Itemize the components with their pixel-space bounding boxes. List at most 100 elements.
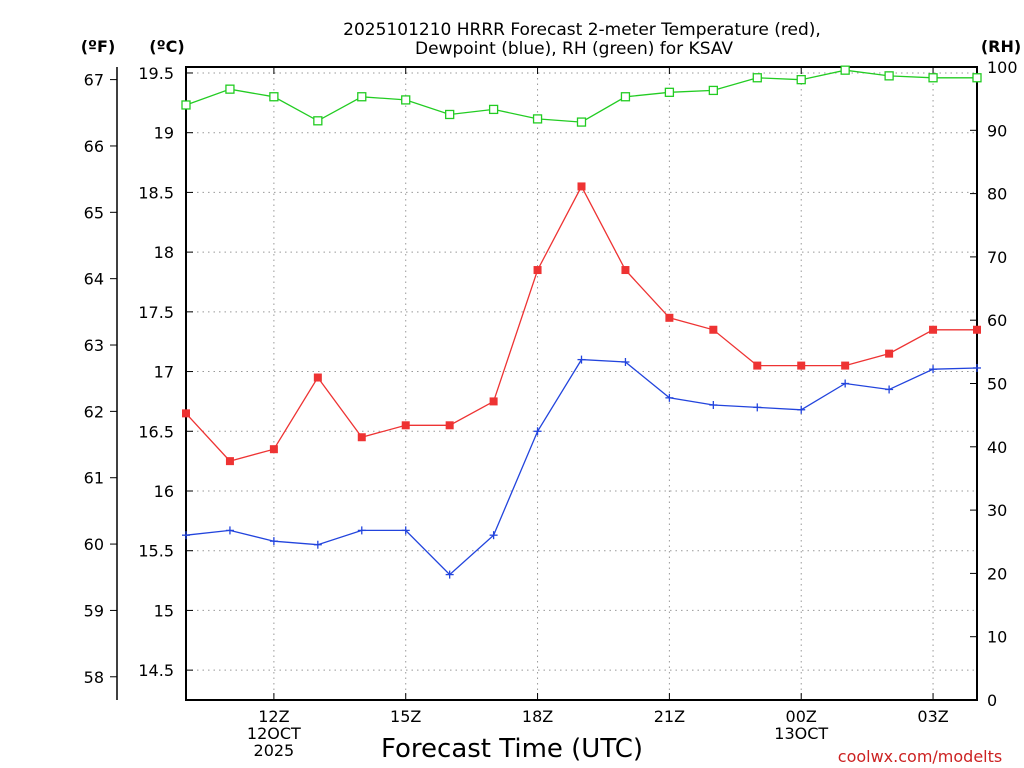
celsius-tick-label: 17 [154, 363, 174, 382]
fahrenheit-tick-label: 67 [84, 71, 104, 90]
chart-title-line2: Dewpoint (blue), RH (green) for KSAV [415, 39, 733, 59]
temperature-point [929, 325, 938, 334]
celsius-tick-label: 16.5 [138, 422, 174, 441]
rh-point [972, 73, 982, 83]
rh-point [401, 95, 411, 105]
temperature-point [665, 313, 674, 322]
fahrenheit-tick-label: 59 [84, 601, 104, 620]
rh-point [752, 73, 762, 83]
celsius-tick-label: 16 [154, 482, 174, 501]
fahrenheit-tick-label: 65 [84, 203, 104, 222]
fahrenheit-tick-label: 64 [84, 270, 104, 289]
rh-point [576, 117, 587, 127]
dewpoint-point [797, 405, 806, 414]
fahrenheit-tick-label: 60 [84, 535, 104, 554]
dewpoint-point [929, 365, 938, 374]
celsius-tick-label: 15.5 [138, 542, 174, 561]
rh-tick-label: 10 [987, 628, 1007, 647]
temperature-point [973, 325, 981, 334]
rh-tick-label: 60 [987, 311, 1007, 330]
temperature-point [709, 325, 718, 334]
fahrenheit-tick-label: 63 [84, 336, 104, 355]
x-tick-label: 12OCT [247, 724, 301, 743]
rh-point [664, 87, 675, 97]
temperature-point [797, 361, 806, 370]
dewpoint-point [182, 531, 190, 540]
temperature-point [313, 373, 322, 382]
dewpoint-point [973, 363, 981, 372]
temperature-point [489, 397, 498, 406]
dewpoint-point [313, 540, 322, 549]
rh-tick-label: 50 [987, 375, 1007, 394]
x-tick-label: 00Z [786, 707, 817, 726]
temperature-point [357, 433, 366, 442]
temperature-point [841, 361, 850, 370]
rh-point [357, 92, 367, 102]
dewpoint-point [401, 526, 410, 535]
dewpoint-point [533, 427, 542, 436]
fahrenheit-tick-label: 62 [84, 402, 104, 421]
temperature-point [182, 409, 190, 418]
dewpoint-point [665, 393, 674, 402]
fahrenheit-tick-label: 61 [84, 469, 104, 488]
temperature-point [269, 445, 278, 454]
series-rh [181, 65, 982, 127]
dewpoint-point [753, 403, 762, 412]
chart-axes: 14.5 15 15.5 16 16.5 17 17.5 18 18.5 19 19.5 58 59 60… [84, 58, 1018, 760]
rh-point [488, 104, 499, 115]
rh-point [445, 109, 455, 120]
dewpoint-point [357, 526, 366, 535]
rh-point [840, 65, 850, 75]
celsius-tick-label: 18.5 [138, 183, 174, 202]
temperature-point [885, 349, 894, 358]
grid-lines [186, 67, 977, 700]
x-tick-label: 15Z [390, 707, 421, 726]
footer-credit: coolwx.com/modelts [838, 747, 1002, 766]
dewpoint-point [445, 570, 454, 579]
rh-point [884, 71, 894, 81]
x-tick-label: 13OCT [774, 724, 828, 743]
celsius-tick-label: 19.5 [138, 64, 174, 83]
rh-point [928, 73, 938, 83]
dewpoint-point [709, 400, 718, 409]
chart-series [181, 65, 982, 579]
rh-point [269, 92, 279, 102]
temperature-point [621, 266, 630, 275]
dewpoint-point [621, 358, 630, 367]
temperature-point [753, 361, 762, 370]
rh-tick-label: 100 [987, 58, 1018, 77]
rh-point [796, 75, 806, 85]
rh-point [313, 116, 323, 126]
rh-point [225, 84, 235, 94]
x-tick-label: 18Z [522, 707, 553, 726]
celsius-tick-label: 17.5 [138, 303, 174, 322]
x-tick-label: 2025 [254, 741, 295, 760]
fahrenheit-tick-label: 66 [84, 137, 104, 156]
rh-point [181, 100, 191, 110]
x-tick-label: 21Z [654, 707, 685, 726]
x-tick-label: 03Z [917, 707, 948, 726]
temperature-point [225, 457, 234, 466]
rh-point [620, 92, 631, 102]
rh-point [532, 114, 543, 124]
rh-tick-label: 40 [987, 438, 1007, 457]
rh-tick-label: 70 [987, 248, 1007, 267]
temperature-point [401, 421, 410, 430]
rh-tick-label: 90 [987, 121, 1007, 140]
x-axis-title: Forecast Time (UTC) [381, 734, 643, 764]
dewpoint-point [269, 537, 278, 546]
celsius-tick-label: 19 [154, 124, 174, 143]
temperature-point [533, 266, 542, 275]
series-dewpoint [182, 355, 981, 579]
dewpoint-point [577, 355, 586, 364]
x-tick-label: 12Z [258, 707, 289, 726]
celsius-tick-label: 15 [154, 601, 174, 620]
rh-tick-label: 80 [987, 185, 1007, 204]
celsius-unit-label: (ºC) [149, 37, 184, 56]
rh-tick-label: 0 [987, 691, 997, 710]
dewpoint-point [841, 379, 850, 388]
dewpoint-point [885, 385, 894, 394]
chart-title-line1: 2025101210 HRRR Forecast 2-meter Tempera… [343, 20, 821, 40]
fahrenheit-unit-label: (ºF) [81, 37, 116, 56]
